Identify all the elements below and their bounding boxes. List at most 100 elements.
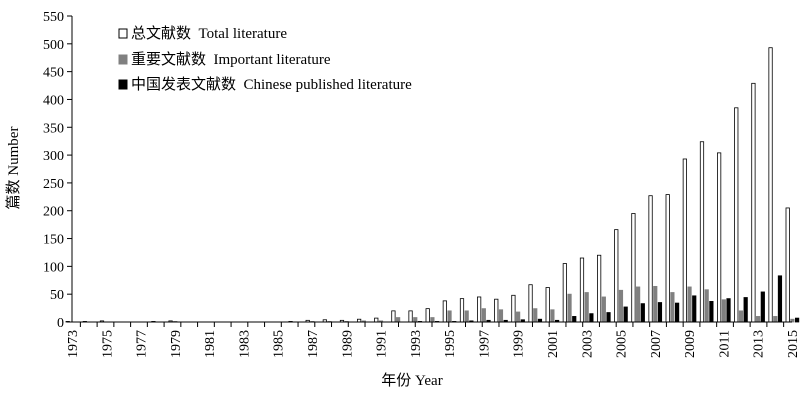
bar-important xyxy=(447,310,452,323)
bar-total xyxy=(374,317,379,323)
x-axis-ticks: 1973 1975 1977 1979 1981 1983 1985 1987 1989 1991… xyxy=(66,322,800,358)
bar-important xyxy=(430,317,435,323)
bar-total xyxy=(425,308,430,323)
x-tick-label: 1975 xyxy=(100,330,115,358)
bar-total xyxy=(665,194,670,323)
x-tick-label: 1981 xyxy=(203,330,218,358)
y-tick-label: 50 xyxy=(50,288,64,303)
y-tick-label: 550 xyxy=(43,10,64,25)
bar-important xyxy=(584,292,589,323)
bar-total xyxy=(648,195,653,323)
bar-total xyxy=(545,287,550,323)
x-tick-label: 1993 xyxy=(409,330,424,358)
y-axis-title: 篇数 Number xyxy=(4,127,22,210)
series-0 xyxy=(65,47,790,323)
x-tick-label: 1997 xyxy=(477,330,492,358)
bar-important xyxy=(413,317,418,323)
y-tick-label: 500 xyxy=(43,38,64,53)
bar-total xyxy=(494,298,499,323)
legend-swatch-important xyxy=(118,54,128,65)
bar-chinese xyxy=(572,316,577,323)
bar-total xyxy=(597,254,602,323)
bar-total xyxy=(511,294,516,323)
legend-label-chinese: 中国发表文献数 Chinese published literature xyxy=(131,76,412,93)
bar-chinese xyxy=(777,275,783,323)
bar-chinese xyxy=(726,298,731,323)
bar-chinese xyxy=(623,306,628,323)
bar-total xyxy=(528,284,533,323)
y-tick-label: 300 xyxy=(43,149,64,164)
bar-total xyxy=(717,152,722,323)
x-tick-label: 2001 xyxy=(546,330,561,358)
bar-important xyxy=(533,308,538,323)
bar-important xyxy=(721,299,726,323)
bar-total xyxy=(408,310,413,323)
bar-important xyxy=(636,286,641,323)
bar-important xyxy=(567,293,572,323)
plot-area xyxy=(65,47,800,323)
bar-important xyxy=(670,292,675,323)
legend: 总文献数 Total literature 重要文献数 Important li… xyxy=(118,25,412,93)
bar-total xyxy=(442,300,447,323)
y-tick-label: 0 xyxy=(57,316,64,331)
bar-chinese xyxy=(606,312,611,323)
bar-important xyxy=(704,289,709,323)
bar-important xyxy=(464,310,469,323)
bar-total xyxy=(631,213,636,323)
x-tick-label: 1985 xyxy=(272,330,287,358)
bar-important xyxy=(396,317,401,323)
bar-important xyxy=(601,296,606,323)
bar-chinese xyxy=(709,301,714,323)
bar-important xyxy=(756,316,761,323)
bar-total xyxy=(682,158,687,323)
x-tick-label: 2003 xyxy=(580,330,595,358)
bar-chinese xyxy=(657,302,663,323)
bar-chinese xyxy=(743,297,748,323)
x-tick-label: 1987 xyxy=(306,330,321,358)
bar-chinese xyxy=(640,303,645,323)
legend-swatch-total xyxy=(118,28,128,39)
bar-important xyxy=(773,316,778,323)
y-tick-label: 150 xyxy=(43,233,64,248)
x-tick-label: 1995 xyxy=(443,330,458,358)
x-axis-title: 年份 Year xyxy=(381,372,442,389)
bar-chinese xyxy=(760,291,765,323)
y-tick-label: 450 xyxy=(43,66,64,81)
x-tick-label: 1973 xyxy=(66,330,81,358)
y-tick-label: 100 xyxy=(43,260,64,275)
bar-total xyxy=(785,207,790,323)
x-tick-label: 1983 xyxy=(237,330,252,358)
bar-important xyxy=(653,285,658,323)
x-tick-label: 2011 xyxy=(717,330,732,357)
x-tick-label: 1989 xyxy=(340,330,355,358)
bar-important xyxy=(550,309,555,323)
bar-chinese xyxy=(589,313,594,323)
bar-total xyxy=(579,257,585,323)
y-axis-ticks: 0 50 100 150 200 250 300 350 400 450 500 550 xyxy=(43,10,72,331)
x-tick-label: 2005 xyxy=(615,330,630,358)
x-tick-label: 2007 xyxy=(649,330,664,358)
bar-important xyxy=(481,308,486,323)
x-tick-label: 1999 xyxy=(512,330,527,358)
bar-total xyxy=(391,310,396,323)
bar-chinese xyxy=(675,302,680,323)
x-tick-label: 2009 xyxy=(683,330,698,358)
x-tick-label: 1977 xyxy=(135,330,150,358)
x-tick-label: 1991 xyxy=(375,330,390,358)
bar-total xyxy=(734,107,739,323)
legend-label-total: 总文献数 Total literature xyxy=(131,25,287,42)
bar-total xyxy=(562,263,567,323)
bar-total xyxy=(614,229,619,323)
bar-chinese xyxy=(692,295,697,323)
bar-total xyxy=(477,296,482,323)
y-tick-label: 350 xyxy=(43,121,64,136)
x-tick-label: 2013 xyxy=(752,330,767,358)
y-tick-label: 400 xyxy=(43,93,64,108)
y-tick-label: 250 xyxy=(43,177,64,192)
x-tick-label: 1979 xyxy=(169,330,184,358)
bar-total xyxy=(699,141,705,323)
bar-total xyxy=(751,82,756,323)
bar-important xyxy=(790,318,795,323)
legend-swatch-chinese xyxy=(118,79,128,90)
